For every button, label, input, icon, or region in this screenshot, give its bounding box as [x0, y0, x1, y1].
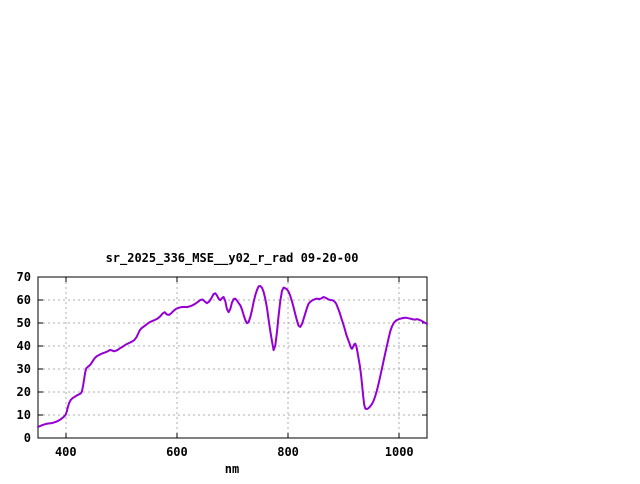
- y-tick-label: 30: [17, 362, 31, 376]
- x-tick-label: 400: [55, 445, 77, 459]
- plot-border: [37, 276, 428, 439]
- x-tick-label: 600: [166, 445, 188, 459]
- plot-area: 400 600 800 1000 0 10 20 30 40 50 60 70: [17, 270, 428, 459]
- chart-title: sr_2025_336_MSE__y02_r_rad 09-20-00: [106, 251, 359, 266]
- data-line: [37, 285, 428, 428]
- y-tick-label: 0: [24, 431, 31, 445]
- y-tick-label: 70: [17, 270, 31, 284]
- y-tick-label: 50: [17, 316, 31, 330]
- y-tick-label: 10: [17, 408, 31, 422]
- x-tick-label: 1000: [385, 445, 414, 459]
- x-axis-label: nm: [225, 462, 239, 476]
- y-tick-label: 20: [17, 385, 31, 399]
- x-tick-label: 800: [277, 445, 299, 459]
- y-tick-label: 60: [17, 293, 31, 307]
- y-tick-label: 40: [17, 339, 31, 353]
